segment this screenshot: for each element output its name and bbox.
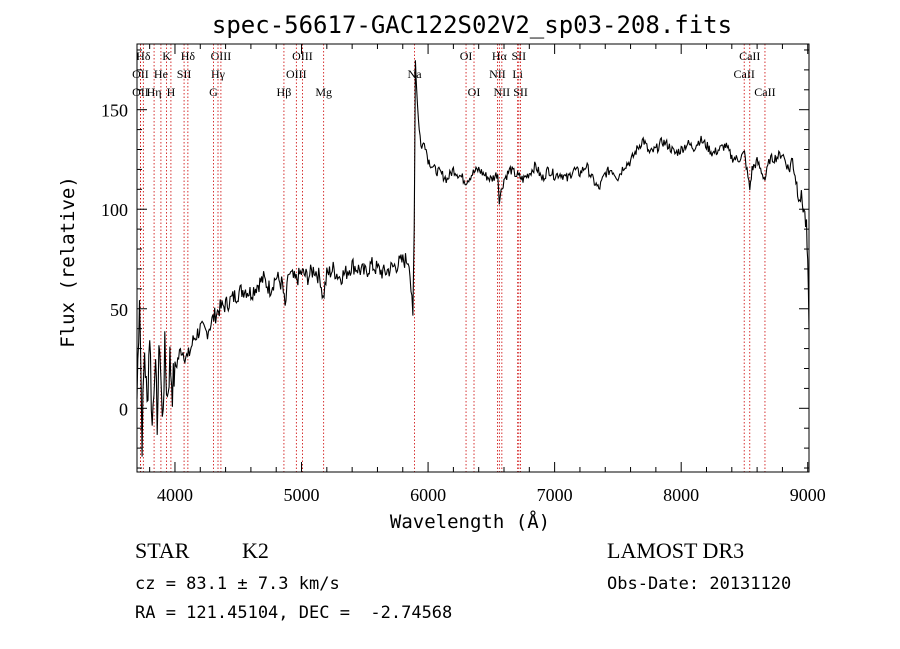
- object-class: STAR: [135, 538, 190, 563]
- spectrum-line: [136, 60, 810, 457]
- x-tick-label: 6000: [410, 485, 446, 505]
- coordinates-info: RA = 121.45104, DEC = -2.74568: [135, 603, 453, 623]
- observation-date: Obs-Date: 20131120: [607, 574, 792, 594]
- marker-label: Hδ: [181, 49, 196, 63]
- x-tick-label: 9000: [790, 485, 826, 505]
- marker-label: Mg: [315, 85, 332, 99]
- marker-label: Hα: [492, 49, 508, 63]
- y-tick-label: 100: [101, 200, 128, 220]
- marker-label: OIII: [211, 49, 232, 63]
- x-tick-label: 4000: [157, 485, 193, 505]
- marker-label: SII: [513, 85, 528, 99]
- marker-label: OIII: [286, 67, 307, 81]
- marker-label: He: [154, 67, 168, 81]
- marker-label: Hγ: [211, 67, 226, 81]
- marker-label: Li: [512, 67, 523, 81]
- y-tick-label: 50: [110, 300, 128, 320]
- marker-label: Hη: [147, 85, 162, 99]
- marker-label: OI: [460, 49, 473, 63]
- object-subclass: K2: [242, 538, 269, 563]
- marker-label: K: [162, 49, 171, 63]
- marker-label: SII: [511, 49, 526, 63]
- marker-label: OI: [468, 85, 481, 99]
- y-axis-label: Flux (relative): [57, 176, 79, 348]
- marker-label: CaII: [754, 85, 775, 99]
- x-axis-label: Wavelength (Å): [390, 510, 550, 533]
- marker-label: NII: [489, 67, 506, 81]
- marker-label: SII: [177, 67, 192, 81]
- x-tick-label: 8000: [663, 485, 699, 505]
- marker-label: CaII: [739, 49, 760, 63]
- marker-label: OII: [132, 67, 149, 81]
- survey-label: LAMOST DR3: [607, 538, 745, 563]
- y-tick-label: 0: [119, 399, 128, 419]
- marker-label: OII: [132, 85, 149, 99]
- marker-label: NII: [494, 85, 511, 99]
- chart-title: spec-56617-GAC122S02V2_sp03-208.fits: [212, 11, 732, 39]
- y-tick-label: 150: [101, 101, 128, 121]
- plot-frame: [136, 43, 810, 473]
- redshift-info: cz = 83.1 ± 7.3 km/s: [135, 574, 340, 594]
- axes: 4000 5000 6000 7000 8000 9000 0 50 100 150: [101, 44, 826, 505]
- marker-label: OIII: [292, 49, 313, 63]
- spectrum-series: [136, 60, 810, 457]
- x-tick-label: 7000: [537, 485, 573, 505]
- marker-label: G: [209, 85, 218, 99]
- marker-label: CaII: [734, 67, 755, 81]
- marker-label: Hδ: [136, 49, 151, 63]
- marker-label: Hβ: [277, 85, 292, 99]
- marker-label: H: [167, 85, 176, 99]
- x-tick-label: 5000: [284, 485, 320, 505]
